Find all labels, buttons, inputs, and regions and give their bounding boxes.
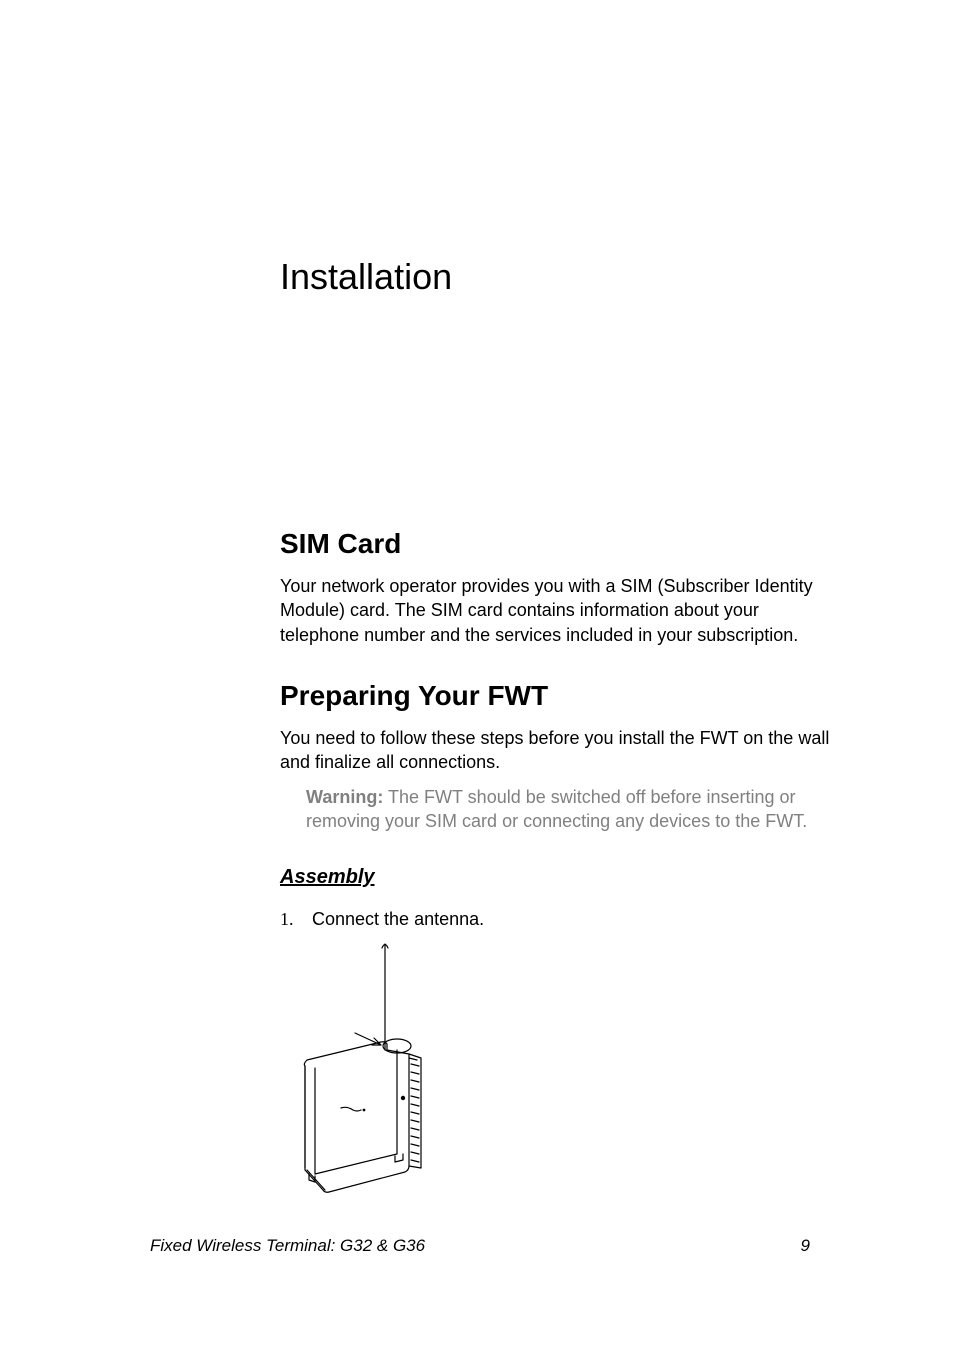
list-number: 1. xyxy=(280,907,294,931)
warning-label: Warning: xyxy=(306,787,383,807)
sim-card-body: Your network operator provides you with … xyxy=(280,574,820,647)
heading-sim-card: SIM Card xyxy=(280,528,820,560)
page: Installation SIM Card Your network opera… xyxy=(0,0,954,1352)
assembly-step-1: 1. Connect the antenna. xyxy=(280,907,820,931)
heading-assembly: Assembly xyxy=(280,866,820,889)
footer-page-number: 9 xyxy=(801,1236,810,1256)
fwt-device-illustration xyxy=(285,938,515,1198)
chapter-title: Installation xyxy=(280,256,452,298)
preparing-body: You need to follow these steps before yo… xyxy=(280,726,835,775)
section-assembly: Assembly 1. Connect the antenna. xyxy=(280,866,820,931)
footer-title: Fixed Wireless Terminal: G32 & G36 xyxy=(150,1236,425,1256)
antenna-figure xyxy=(285,938,515,1198)
warning-block: Warning: The FWT should be switched off … xyxy=(280,785,835,834)
section-sim-card: SIM Card Your network operator provides … xyxy=(280,528,820,647)
heading-preparing: Preparing Your FWT xyxy=(280,680,835,712)
list-item-text: Connect the antenna. xyxy=(312,907,484,931)
page-footer: Fixed Wireless Terminal: G32 & G36 9 xyxy=(150,1236,810,1256)
section-preparing: Preparing Your FWT You need to follow th… xyxy=(280,680,835,833)
